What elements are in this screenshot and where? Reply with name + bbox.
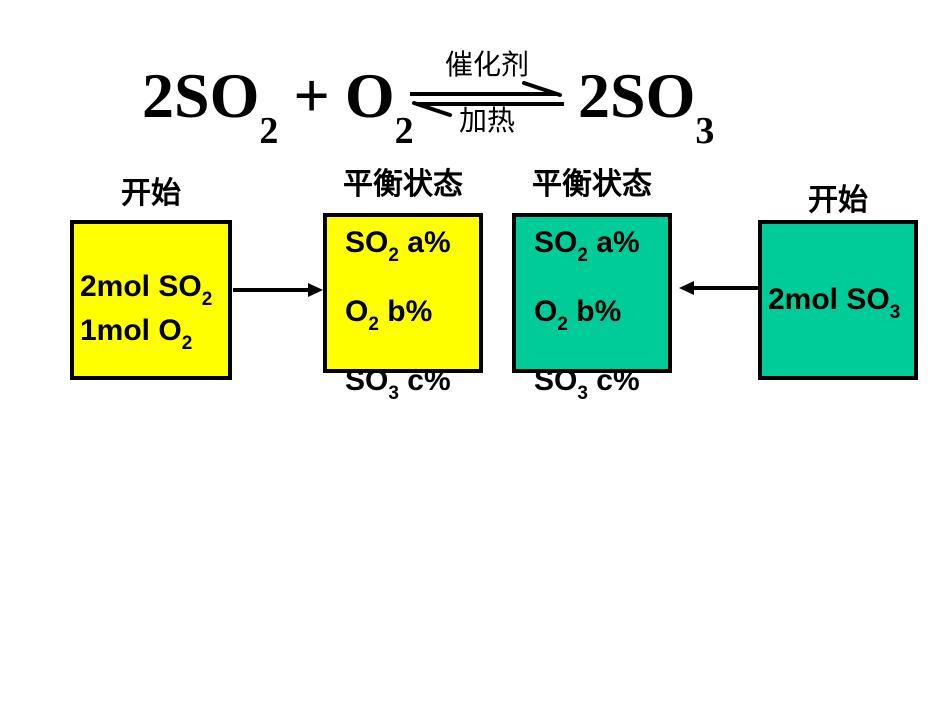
percent-line: SO2 a% [534,226,640,266]
start-right-box: 2mol SO3 [758,220,918,380]
equilibrium-left-label: 平衡状态 [343,168,463,201]
reactant1-subscript: 2 [259,110,279,152]
start-left-box: 2mol SO2 1mol O2 [70,220,232,380]
start-left-content: 2mol SO2 1mol O2 [80,267,212,355]
percent-line: SO3 c% [345,364,451,404]
percent-line: SO2 a% [345,226,451,266]
equilibrium-left-box: SO2 a% O2 b% SO3 c% [323,213,483,404]
start-left-label: 开始 [121,177,181,210]
reactant2-subscript: 2 [394,110,414,152]
equilibrium-arrows-icon [408,80,566,120]
amount-line: 2mol SO3 [768,283,901,323]
equilibrium-right-box: SO2 a% O2 b% SO3 c% [512,213,672,404]
equation-reactants: 2SO2 + O2 [142,64,414,153]
product-text: 2SO [578,60,696,131]
amount-line: 1mol O2 [80,314,193,354]
amount-line: 2mol SO2 [80,270,213,310]
plus-sign: + [293,60,330,131]
catalyst-label: 催化剂 [444,50,529,81]
equilibrium-right-content: SO2 a% O2 b% SO3 c% [534,210,640,417]
percent-line: O2 b% [534,295,622,335]
percent-line: O2 b% [345,295,433,335]
equilibrium-left-content: SO2 a% O2 b% SO3 c% [345,210,451,417]
percent-line: SO3 c% [534,364,640,404]
start-right-content: 2mol SO3 [768,280,900,324]
equilibrium-right-label: 平衡状态 [532,168,652,201]
heat-condition-label: 加热 [458,106,515,137]
reactant2-text: O [344,60,395,131]
left-arrow-icon [678,278,760,298]
right-arrow-icon [232,280,324,300]
start-right-label: 开始 [808,184,868,217]
product-subscript: 3 [695,110,715,152]
reactant1-text: 2SO [142,60,260,131]
equation-product: 2SO3 [578,64,714,153]
